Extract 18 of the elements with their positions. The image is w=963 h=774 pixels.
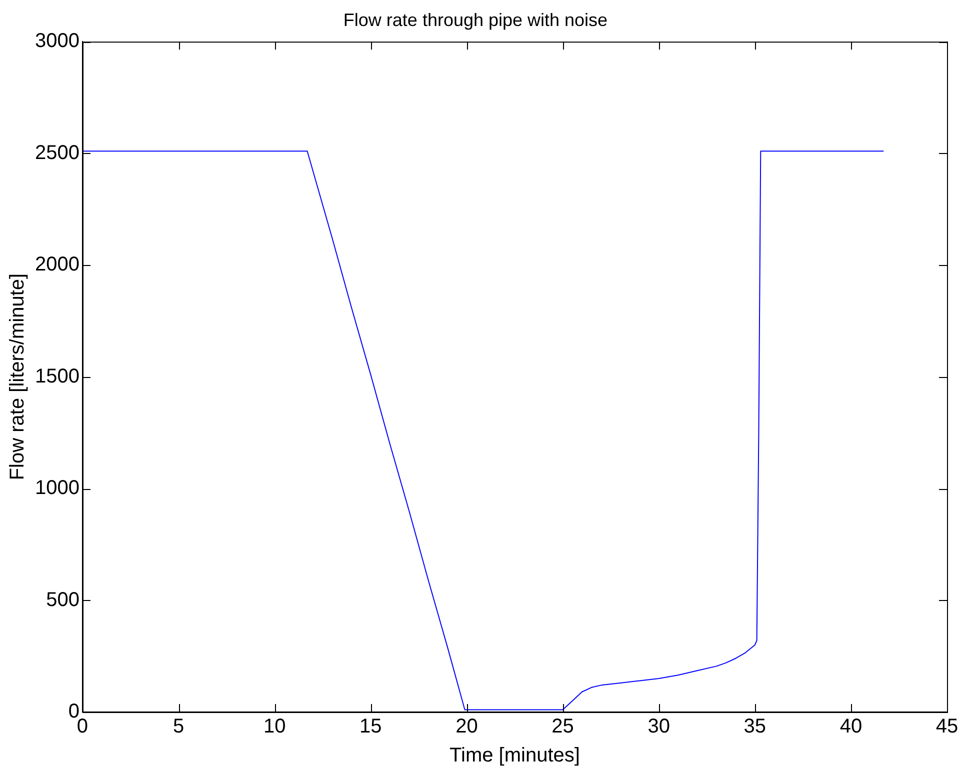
y-tick-label: 2500 bbox=[34, 142, 80, 164]
y-tick-label: 1500 bbox=[34, 365, 80, 388]
y-tick-label: 3000 bbox=[34, 30, 80, 52]
y-tick-label: 2000 bbox=[34, 254, 80, 276]
x-tick-label: 30 bbox=[648, 716, 670, 738]
x-tick-label: 5 bbox=[172, 716, 184, 738]
x-tick-label: 10 bbox=[263, 716, 286, 738]
y-tick-label: 1000 bbox=[34, 477, 80, 500]
x-tick-label: 40 bbox=[840, 716, 862, 738]
x-tick-label: 15 bbox=[360, 716, 382, 738]
y-tick-label: 500 bbox=[46, 588, 80, 611]
x-tick-label: 45 bbox=[936, 716, 958, 738]
x-tick-label: 20 bbox=[456, 716, 478, 738]
x-tick-label: 35 bbox=[744, 716, 766, 738]
chart-title: Flow rate through pipe with noise bbox=[343, 10, 608, 30]
y-axis-title: Flow rate [liters/minute] bbox=[6, 273, 29, 480]
x-axis-title: Time [minutes] bbox=[450, 744, 580, 767]
x-tick-label: 25 bbox=[552, 716, 574, 738]
